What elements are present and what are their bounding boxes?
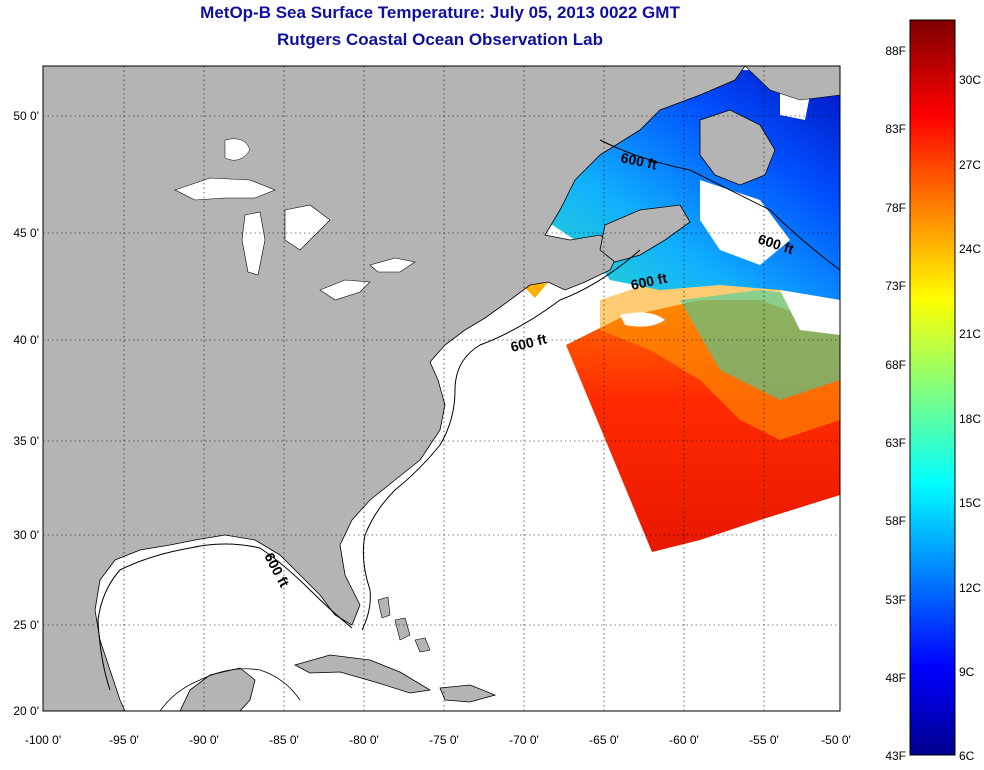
colorbar-c-label: 9C xyxy=(959,665,975,679)
lon-tick-label: -75 0' xyxy=(429,733,459,747)
colorbar-f-label: 83F xyxy=(885,122,906,136)
colorbar-c-label: 15C xyxy=(959,496,981,510)
lat-tick-label: 40 0' xyxy=(13,333,39,347)
land-nova-scotia xyxy=(599,204,691,263)
colorbar-f-label: 43F xyxy=(885,749,906,763)
lon-tick-label: -65 0' xyxy=(589,733,619,747)
great-lakes xyxy=(174,177,416,301)
colorbar-f-label: 53F xyxy=(885,593,906,607)
lon-tick-label: -95 0' xyxy=(109,733,139,747)
map-title: MetOp-B Sea Surface Temperature: July 05… xyxy=(200,3,680,22)
colorbar-f-label: 73F xyxy=(885,279,906,293)
lon-tick-label: -85 0' xyxy=(269,733,299,747)
map-subtitle: Rutgers Coastal Ocean Observation Lab xyxy=(277,30,603,49)
colorbar-f-label: 48F xyxy=(885,671,906,685)
land-north-america xyxy=(43,66,746,711)
colorbar-c-label: 12C xyxy=(959,581,981,595)
colorbar-f-label: 63F xyxy=(885,436,906,450)
colorbar-c-label: 6C xyxy=(959,749,975,763)
lon-tick-label: -90 0' xyxy=(189,733,219,747)
lon-tick-label: -100 0' xyxy=(25,733,61,747)
colorbar-f-label: 68F xyxy=(885,358,906,372)
temperature-colorbar: 88F 83F 78F 73F 68F 63F 58F 53F 48F 43F … xyxy=(885,19,981,763)
lon-tick-label: -70 0' xyxy=(509,733,539,747)
lat-tick-label: 45 0' xyxy=(13,226,39,240)
colorbar-c-label: 21C xyxy=(959,327,981,341)
colorbar-f-label: 58F xyxy=(885,514,906,528)
colorbar-f-label: 78F xyxy=(885,201,906,215)
map-frame xyxy=(42,65,841,712)
colorbar-c-label: 30C xyxy=(959,73,981,87)
contour-label: 600 ft xyxy=(629,270,668,293)
lat-tick-label: 20 0' xyxy=(13,704,39,718)
colorbar-c-label: 18C xyxy=(959,412,981,426)
lon-tick-label: -60 0' xyxy=(669,733,699,747)
colorbar-c-label: 27C xyxy=(959,158,981,172)
lat-tick-label: 35 0' xyxy=(13,434,39,448)
lon-tick-label: -50 0' xyxy=(821,733,851,747)
land-yucatan xyxy=(179,667,256,711)
contour-label: 600 ft xyxy=(619,149,658,172)
lon-tick-label: -80 0' xyxy=(349,733,379,747)
cloud-gap xyxy=(700,180,790,265)
lon-tick-label: -55 0' xyxy=(749,733,779,747)
lat-tick-label: 30 0' xyxy=(13,528,39,542)
colorbar-c-label: 24C xyxy=(959,242,981,256)
lat-tick-label: 25 0' xyxy=(13,618,39,632)
colorbar-f-label: 88F xyxy=(885,44,906,58)
longitude-axis: -100 0' -95 0' -90 0' -85 0' -80 0' -75 … xyxy=(25,733,851,747)
land-cuba xyxy=(293,654,432,694)
land-newfoundland xyxy=(699,109,776,186)
depth-contour-600ft xyxy=(97,249,641,691)
lat-tick-label: 50 0' xyxy=(13,109,39,123)
latitude-axis: 50 0' 45 0' 40 0' 35 0' 30 0' 25 0' 20 0… xyxy=(13,109,39,718)
